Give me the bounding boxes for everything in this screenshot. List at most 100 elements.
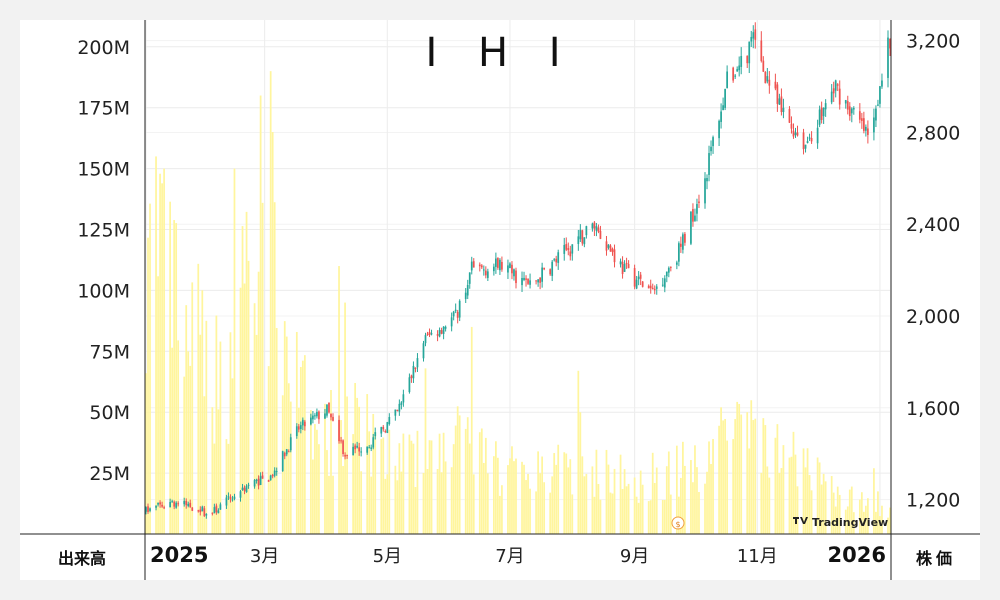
volume-bar (609, 492, 612, 534)
volume-bar (860, 492, 863, 534)
candle-body (303, 421, 306, 427)
tradingview-logo-icon (793, 517, 808, 524)
candle-body (324, 413, 326, 419)
candle-body (191, 507, 194, 511)
x-axis-tick-label: 3月 (250, 546, 279, 567)
volume-bar (400, 471, 403, 534)
candle-body (171, 501, 174, 503)
candle-body (155, 505, 157, 508)
volume-bar (637, 502, 640, 534)
candle-layer (145, 22, 891, 519)
volume-bar (611, 493, 614, 534)
volume-bar (535, 491, 537, 534)
volume-bar (310, 410, 312, 534)
candle-body (873, 117, 875, 133)
candle-body (523, 277, 525, 281)
volume-bar (273, 202, 276, 534)
candle-body (499, 259, 501, 271)
candle-body (621, 261, 624, 275)
candle-body (720, 111, 722, 122)
volume-bar (215, 315, 218, 534)
candle-body (161, 504, 163, 507)
volume-bar (225, 439, 228, 534)
candle-body (788, 108, 791, 123)
candle-body (862, 118, 865, 131)
candle-body (312, 415, 314, 420)
candle-body (177, 503, 180, 505)
volume-bar (873, 468, 875, 534)
volume-bar (529, 488, 531, 534)
candle-body (412, 365, 415, 379)
volume-bar (259, 95, 262, 534)
volume-bar (653, 482, 656, 534)
volume-bar (177, 340, 180, 534)
volume-bar (157, 276, 159, 534)
right-axis-tick-label: 3,200 (906, 31, 960, 53)
candle-body (585, 226, 588, 236)
candle-body (478, 264, 481, 267)
candle-body (802, 132, 805, 150)
volume-bar (201, 290, 204, 534)
candle-body (694, 215, 696, 221)
candle-body (225, 497, 228, 506)
volume-bar (318, 444, 320, 534)
candle-body (163, 507, 165, 509)
volume-bar (862, 511, 865, 534)
candle-body (342, 440, 344, 455)
volume-bar (613, 468, 616, 534)
volume-bar (748, 448, 751, 534)
volume-bar (482, 462, 485, 534)
candle-body (875, 108, 877, 121)
volume-bar (549, 492, 552, 534)
volume-bar (712, 438, 714, 534)
candle-body (219, 504, 222, 510)
volume-bar (486, 473, 489, 534)
volume-bar (577, 370, 580, 534)
candle-body (470, 261, 473, 271)
volume-bar (563, 452, 566, 534)
volume-bar (171, 347, 174, 534)
candle-body (356, 445, 359, 448)
volume-bar (776, 424, 779, 534)
volume-bar (211, 407, 214, 534)
volume-bar (450, 467, 453, 534)
candle-body (613, 249, 616, 263)
candle-body (762, 60, 765, 72)
candle-body (555, 258, 558, 263)
candle-body (824, 103, 827, 110)
volume-bar (452, 444, 455, 534)
candle-body (231, 499, 234, 501)
volume-bar (832, 492, 835, 534)
candle-body (159, 502, 161, 505)
candle-body (609, 245, 612, 252)
volume-bar (537, 451, 539, 534)
dividend-marker-icon: $ (671, 516, 685, 530)
volume-bar (774, 437, 777, 534)
volume-bar (299, 367, 302, 534)
volume-bar (887, 517, 889, 534)
volume-bar (275, 328, 278, 534)
volume-bar (217, 409, 220, 534)
candle-body (669, 266, 672, 268)
volume-bar (499, 495, 501, 534)
volume-bar (354, 382, 356, 534)
volume-bar (340, 420, 342, 534)
volume-bar (342, 466, 344, 534)
candle-body (197, 510, 200, 512)
candle-body (444, 326, 447, 329)
volume-bar (203, 396, 206, 534)
volume-bar (820, 484, 823, 534)
volume-bar (647, 501, 650, 534)
candle-body (698, 201, 700, 203)
right-axis-tick-label: 2,800 (906, 122, 960, 144)
candle-body (340, 440, 342, 442)
volume-bar (669, 494, 672, 534)
volume-bar (507, 465, 509, 534)
candle-body (283, 452, 286, 457)
volume-bar (792, 431, 795, 534)
candle-body (818, 109, 821, 125)
volume-bar (492, 456, 495, 534)
volume-bar (316, 429, 318, 534)
volume-bar (495, 441, 497, 534)
candle-body (436, 334, 439, 336)
